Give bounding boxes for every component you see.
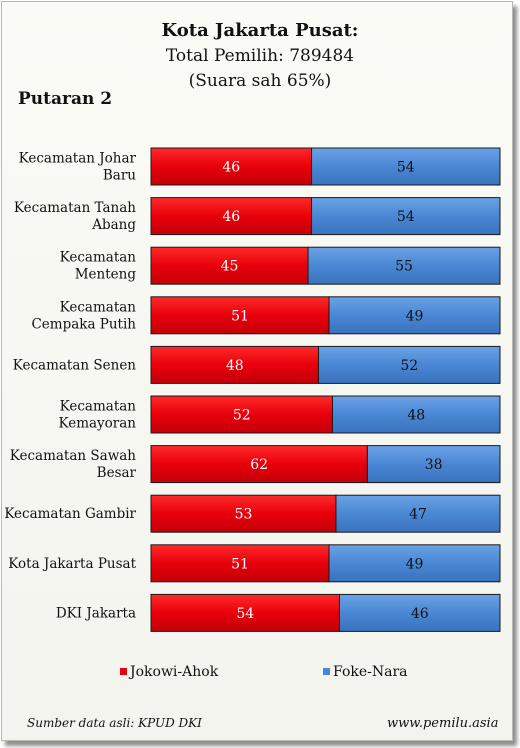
legend-item-jokowi-ahok: Jokowi-Ahok xyxy=(120,664,218,680)
bar-jokowi-ahok-kecamatan-senen xyxy=(150,345,320,384)
data-label-foke-nara-dki-jakarta: 46 xyxy=(411,606,429,622)
data-label-jokowi-ahok-kecamatan-johar-baru: 46 xyxy=(222,160,240,176)
category-label-kecamatan-cempaka-putih: Kecamatan Cempaka Putih xyxy=(31,299,136,332)
legend-label-foke-nara: Foke-Nara xyxy=(333,664,408,680)
data-label-jokowi-ahok-kecamatan-kemayoran: 52 xyxy=(233,408,251,424)
bar-foke-nara-kecamatan-sawah-besar xyxy=(366,445,501,484)
site-url: www.pemilu.asia xyxy=(387,716,499,731)
bar-foke-nara-kecamatan-kemayoran xyxy=(331,395,501,434)
data-label-foke-nara-kecamatan-senen: 52 xyxy=(400,358,418,374)
data-label-foke-nara-kecamatan-kemayoran: 48 xyxy=(407,408,425,424)
bar-jokowi-ahok-kecamatan-sawah-besar xyxy=(150,445,368,484)
bar-foke-nara-dki-jakarta xyxy=(338,593,501,632)
data-label-foke-nara-kecamatan-sawah-besar: 38 xyxy=(425,457,443,473)
category-label-dki-jakarta: DKI Jakarta xyxy=(56,605,136,621)
chart-subtitle-valid-votes: (Suara sah 65%) xyxy=(188,71,332,91)
legend-swatch-foke-nara xyxy=(323,668,330,675)
round-label: Putaran 2 xyxy=(18,89,113,109)
category-label-kecamatan-senen: Kecamatan Senen xyxy=(13,357,137,373)
data-label-foke-nara-kecamatan-cempaka-putih: 49 xyxy=(406,308,424,324)
data-label-jokowi-ahok-kecamatan-tanah-abang: 46 xyxy=(222,209,240,225)
data-label-foke-nara-kota-jakarta-pusat: 49 xyxy=(406,556,424,572)
bar-jokowi-ahok-kecamatan-menteng xyxy=(150,246,309,285)
category-label-kecamatan-gambir: Kecamatan Gambir xyxy=(4,506,136,522)
category-label-kecamatan-johar-baru: Kecamatan Johar Baru xyxy=(19,151,137,184)
data-label-jokowi-ahok-kecamatan-senen: 48 xyxy=(226,358,244,374)
bar-jokowi-ahok-dki-jakarta xyxy=(150,593,340,632)
bar-jokowi-ahok-kecamatan-cempaka-putih xyxy=(150,296,330,335)
bar-foke-nara-kota-jakarta-pusat xyxy=(328,544,501,583)
bar-jokowi-ahok-kecamatan-johar-baru xyxy=(150,147,313,186)
bar-foke-nara-kecamatan-senen xyxy=(318,345,501,384)
category-label-kecamatan-kemayoran: Kecamatan Kemayoran xyxy=(58,399,136,432)
category-label-kota-jakarta-pusat: Kota Jakarta Pusat xyxy=(8,556,136,572)
data-label-jokowi-ahok-kota-jakarta-pusat: 51 xyxy=(231,556,249,572)
data-label-foke-nara-kecamatan-gambir: 47 xyxy=(409,507,427,523)
bar-foke-nara-kecamatan-cempaka-putih xyxy=(328,296,501,335)
legend-label-jokowi-ahok: Jokowi-Ahok xyxy=(130,664,219,680)
data-label-jokowi-ahok-kecamatan-menteng: 45 xyxy=(221,259,239,275)
bar-foke-nara-kecamatan-menteng xyxy=(307,246,501,285)
bar-jokowi-ahok-kecamatan-gambir xyxy=(150,494,337,533)
data-label-foke-nara-kecamatan-johar-baru: 54 xyxy=(397,160,415,176)
data-label-jokowi-ahok-kecamatan-cempaka-putih: 51 xyxy=(231,308,249,324)
source-note: Sumber data asli: KPUD DKI xyxy=(27,716,202,730)
chart-subtitle-voters: Total Pemilih: 789484 xyxy=(165,46,355,66)
category-label-kecamatan-tanah-abang: Kecamatan Tanah Abang xyxy=(14,200,136,233)
bar-foke-nara-kecamatan-johar-baru xyxy=(311,147,501,186)
bar-foke-nara-kecamatan-gambir xyxy=(335,494,501,533)
data-label-jokowi-ahok-kecamatan-sawah-besar: 62 xyxy=(250,457,268,473)
category-label-kecamatan-sawah-besar: Kecamatan Sawah Besar xyxy=(10,448,137,481)
bar-foke-nara-kecamatan-tanah-abang xyxy=(311,197,501,236)
category-label-kecamatan-menteng: Kecamatan Menteng xyxy=(60,250,137,283)
bar-jokowi-ahok-kecamatan-kemayoran xyxy=(150,395,333,434)
data-label-jokowi-ahok-dki-jakarta: 54 xyxy=(236,606,254,622)
legend-item-foke-nara: Foke-Nara xyxy=(323,664,408,680)
legend-swatch-jokowi-ahok xyxy=(120,668,127,675)
chart-title: Kota Jakarta Pusat: xyxy=(161,20,359,41)
data-label-foke-nara-kecamatan-menteng: 55 xyxy=(395,259,413,275)
bar-jokowi-ahok-kota-jakarta-pusat xyxy=(150,544,330,583)
data-label-jokowi-ahok-kecamatan-gambir: 53 xyxy=(235,507,253,523)
data-label-foke-nara-kecamatan-tanah-abang: 54 xyxy=(397,209,415,225)
